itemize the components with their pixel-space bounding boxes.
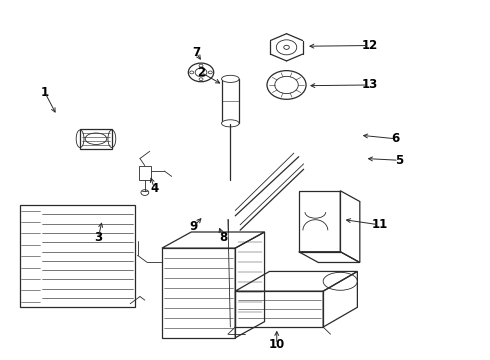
Text: 6: 6 bbox=[392, 132, 400, 145]
Text: 5: 5 bbox=[395, 154, 403, 167]
Text: 7: 7 bbox=[192, 46, 200, 59]
Text: 10: 10 bbox=[269, 338, 285, 351]
Ellipse shape bbox=[221, 75, 239, 82]
Text: 3: 3 bbox=[95, 231, 102, 244]
Text: 13: 13 bbox=[362, 78, 378, 91]
Ellipse shape bbox=[221, 120, 239, 127]
Text: 11: 11 bbox=[371, 218, 388, 231]
Text: 12: 12 bbox=[362, 39, 378, 52]
Text: 8: 8 bbox=[219, 231, 227, 244]
Text: 4: 4 bbox=[150, 183, 159, 195]
Text: 2: 2 bbox=[197, 66, 205, 79]
Bar bbox=[221, 79, 239, 123]
Text: 9: 9 bbox=[190, 220, 198, 233]
Text: 1: 1 bbox=[41, 86, 49, 99]
